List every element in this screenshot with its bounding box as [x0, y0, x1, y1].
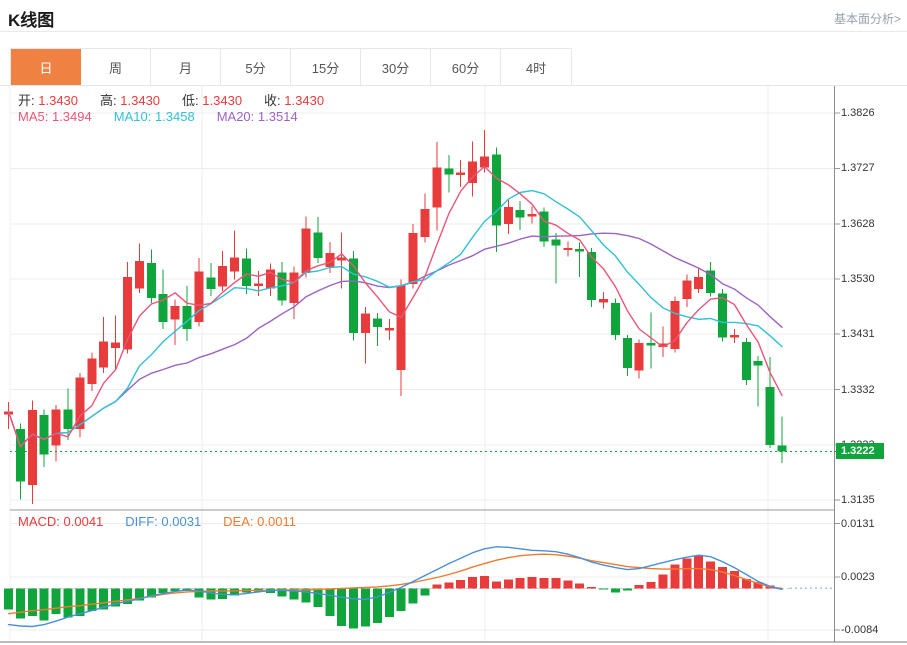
- ma-row-value: 1.3458: [154, 109, 195, 124]
- macd-row-label: MACD:: [18, 514, 60, 529]
- macd-row-value: 0.0011: [257, 514, 296, 529]
- macd-row-value: 0.0041: [63, 514, 104, 529]
- macd-row-value: 0.0031: [161, 514, 202, 529]
- ma-row-label: MA5:: [18, 109, 49, 124]
- tab-period-周[interactable]: 周: [81, 49, 151, 85]
- tab-period-5分[interactable]: 5分: [221, 49, 291, 85]
- ohlc-row-value: 1.3430: [202, 93, 243, 108]
- y-axis-label: 1.3332: [841, 383, 875, 396]
- ohlc-row-value: 1.3430: [38, 93, 79, 108]
- page-title: K线图: [8, 11, 55, 30]
- ma-row-value: 1.3494: [51, 109, 92, 124]
- tab-period-月[interactable]: 月: [151, 49, 221, 85]
- macd-axis-label: -0.0084: [841, 624, 879, 636]
- ohlc-row-label: 低:: [182, 93, 199, 108]
- period-tab-bar: 日周月 5分 15分 30分 60分 4时: [10, 48, 572, 86]
- ma-row-label: MA20:: [216, 109, 255, 124]
- current-price-badge: 1.3222: [836, 443, 884, 460]
- tab-period-30分[interactable]: 30分: [361, 49, 431, 85]
- ohlc-info-row: 开: 1.3430 高: 1.3430 低: 1.3430 收: 1.3430: [18, 90, 346, 109]
- y-axis-label: 1.3727: [841, 162, 875, 175]
- ohlc-row-value: 1.3430: [120, 93, 161, 108]
- y-axis-label: 1.3826: [841, 107, 875, 119]
- tab-period-15分[interactable]: 15分: [291, 49, 361, 85]
- y-axis-label: 1.3135: [841, 494, 875, 506]
- header-divider: [0, 31, 907, 32]
- ma-info-row: MA5: 1.3494 MA10: 1.3458 MA20: 1.3514: [18, 109, 320, 124]
- y-axis-label: 1.3431: [841, 328, 875, 341]
- macd-row-label: DIFF:: [125, 514, 158, 529]
- fundamental-analysis-link[interactable]: 基本面分析>: [833, 12, 901, 26]
- macd-info-row: MACD: 0.0041 DIFF: 0.0031 DEA: 0.0011: [18, 514, 318, 529]
- tab-period-4时[interactable]: 4时: [501, 49, 571, 85]
- macd-axis-label: 0.0023: [841, 571, 875, 583]
- y-axis-label: 1.3530: [841, 272, 875, 285]
- ma-row-value: 1.3514: [257, 109, 298, 124]
- ohlc-row-label: 高:: [100, 93, 117, 108]
- tab-period-60分[interactable]: 60分: [431, 49, 501, 85]
- ohlc-row-label: 收:: [264, 93, 281, 108]
- tab-period-日[interactable]: 日: [11, 49, 81, 85]
- y-axis-label: 1.3628: [841, 217, 875, 230]
- macd-axis-label: 0.0131: [841, 517, 875, 530]
- ohlc-row-value: 1.3430: [284, 93, 325, 108]
- ohlc-row-label: 开:: [18, 93, 35, 108]
- ma-row-label: MA10:: [113, 109, 152, 124]
- tab-bar-underline: [0, 85, 907, 86]
- macd-row-label: DEA:: [223, 514, 254, 529]
